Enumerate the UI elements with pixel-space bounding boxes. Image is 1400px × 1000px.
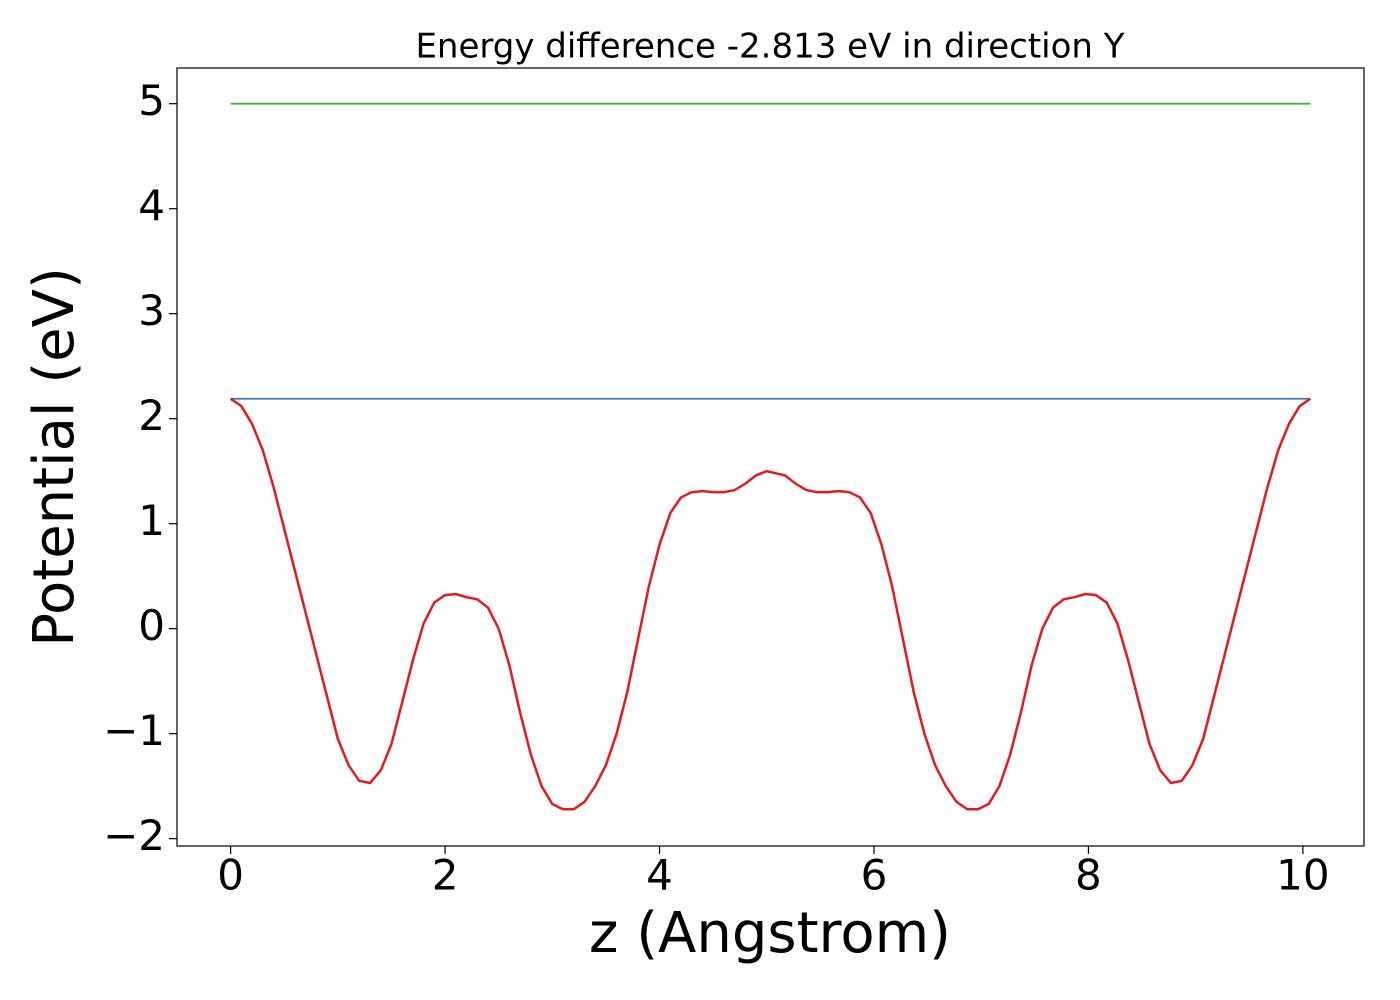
chart-title: Energy difference -2.813 eV in direction… [415, 27, 1124, 67]
x-tick-label: 10 [1276, 851, 1329, 900]
x-tick-label: 4 [646, 851, 673, 900]
y-tick-label: 3 [138, 286, 165, 335]
y-tick-label: 4 [138, 181, 165, 230]
x-axis-label: z (Angstrom) [589, 901, 951, 966]
x-tick-label: 2 [432, 851, 459, 900]
y-tick-label: 2 [138, 391, 165, 440]
data-line [229, 397, 1312, 811]
x-tick-label: 0 [217, 851, 244, 900]
y-axis-label: Potential (eV) [22, 267, 87, 647]
y-tick-label: −1 [103, 706, 165, 755]
x-tick-label: 6 [861, 851, 888, 900]
y-tick-label: 1 [138, 496, 165, 545]
plot-frame [176, 67, 1365, 847]
x-tick-label: 8 [1075, 851, 1102, 900]
y-tick-label: 5 [138, 76, 165, 125]
y-tick-label: 0 [138, 601, 165, 650]
y-tick-label: −2 [103, 811, 165, 860]
